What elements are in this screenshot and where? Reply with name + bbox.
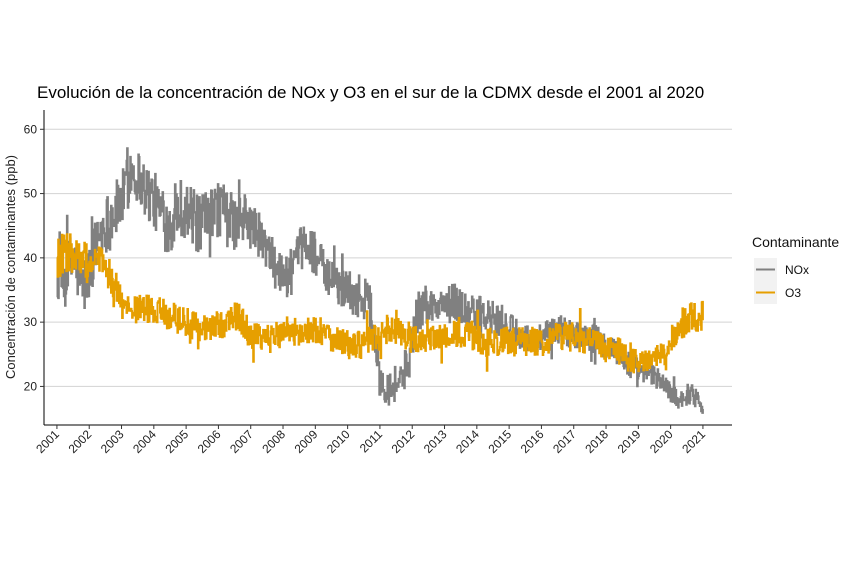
y-tick-label: 40	[24, 251, 38, 265]
x-tick-label: 2008	[259, 427, 288, 456]
y-tick-label: 60	[24, 122, 38, 136]
x-tick-label: 2002	[66, 427, 95, 456]
legend-label: O3	[785, 286, 801, 300]
x-tick-label: 2016	[518, 427, 547, 456]
x-tick-label: 2020	[647, 427, 676, 456]
y-tick-label: 30	[24, 315, 38, 329]
legend: Contaminante NOx O3	[752, 234, 839, 304]
x-tick-label: 2006	[195, 427, 224, 456]
x-tick-label: 2014	[453, 427, 482, 456]
y-axis-label: Concentración de contaminantes (ppb)	[3, 155, 18, 379]
x-tick-label: 2015	[485, 427, 514, 456]
x-tick-label: 2017	[550, 427, 579, 456]
x-tick-label: 2018	[582, 427, 611, 456]
x-axis-ticks: 2001 2002 2003 2004 2005 2006 2007 2008 2009 2010…	[33, 425, 708, 456]
x-tick-label: 2007	[227, 427, 256, 456]
x-tick-label: 2021	[679, 427, 708, 456]
legend-label: NOx	[785, 263, 809, 277]
x-tick-label: 2011	[357, 427, 385, 455]
chart-title: Evolución de la concentración de NOx y O…	[37, 83, 704, 102]
x-tick-label: 2009	[292, 427, 321, 456]
x-tick-label: 2010	[324, 427, 353, 456]
x-tick-label: 2019	[615, 427, 644, 456]
x-tick-label: 2012	[389, 427, 418, 456]
x-tick-label: 2005	[162, 427, 191, 456]
x-tick-label: 2001	[33, 427, 62, 456]
grid-lines	[44, 128, 732, 387]
x-tick-label: 2004	[130, 427, 159, 456]
x-tick-label: 2003	[98, 427, 127, 456]
series-line-nox	[56, 147, 704, 414]
y-tick-label: 20	[24, 379, 38, 393]
series-line-o3	[56, 233, 704, 374]
series-lines	[56, 147, 704, 414]
y-tick-label: 50	[24, 187, 38, 201]
legend-title: Contaminante	[752, 234, 839, 250]
y-axis-ticks: 20 30 40 50 60	[24, 122, 44, 393]
x-tick-label: 2013	[421, 427, 450, 456]
